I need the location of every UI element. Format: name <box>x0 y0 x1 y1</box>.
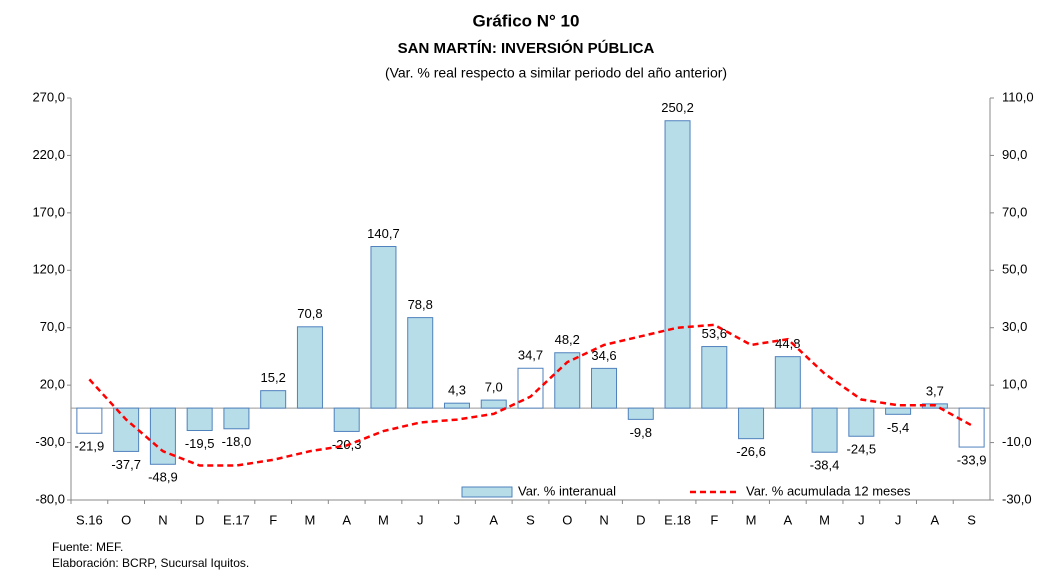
value-label: 4,3 <box>448 383 466 398</box>
bar <box>811 407 838 453</box>
y-tick-label: 270,0 <box>32 89 65 104</box>
value-label: 34,6 <box>591 348 616 363</box>
legend-swatch <box>461 486 513 498</box>
bar <box>223 407 250 430</box>
value-label: -19,5 <box>185 436 215 451</box>
x-tick-label: S.16 <box>76 512 103 527</box>
bar <box>627 407 654 420</box>
value-label: -33,9 <box>957 452 987 467</box>
x-tick-label: O <box>121 512 131 527</box>
y-tick-label: 220,0 <box>32 147 65 162</box>
value-label: -26,6 <box>736 444 766 459</box>
x-tick-label: F <box>269 512 277 527</box>
bar <box>443 402 470 409</box>
bar <box>260 390 287 409</box>
x-tick-label: M <box>378 512 389 527</box>
y2-tick-label: 110,0 <box>1002 89 1034 104</box>
line <box>88 323 973 467</box>
legend-label: Var. % acumulada 12 meses <box>746 483 911 498</box>
bar <box>958 407 985 448</box>
y2-tick-label: 50,0 <box>1002 262 1027 277</box>
x-tick-label: E.18 <box>664 512 691 527</box>
value-label: -48,9 <box>148 470 178 485</box>
x-tick-label: S <box>526 512 535 527</box>
x-tick-label: D <box>636 512 645 527</box>
x-tick-label: J <box>858 512 865 527</box>
value-label: -18,0 <box>222 434 252 449</box>
value-label: 44,8 <box>775 336 800 351</box>
bar <box>774 356 801 409</box>
bar <box>591 367 618 409</box>
value-label: 140,7 <box>367 226 400 241</box>
x-tick-label: F <box>710 512 718 527</box>
bar <box>664 120 691 409</box>
bar <box>113 407 140 452</box>
bar <box>885 407 912 415</box>
x-tick-label: A <box>783 512 792 527</box>
value-label: -9,8 <box>630 425 652 440</box>
value-label: -5,4 <box>887 420 909 435</box>
chart-subtitle: SAN MARTÍN: INVERSIÓN PÚBLICA <box>398 39 655 57</box>
y2-tick-label: 30,0 <box>1002 319 1027 334</box>
y2-tick-label: -30,0 <box>1002 491 1032 506</box>
y-tick-label: 70,0 <box>40 319 65 334</box>
bar <box>370 246 397 409</box>
chart-subtitle: (Var. % real respecto a similar periodo … <box>385 65 727 81</box>
y-tick-label: -80,0 <box>35 491 65 506</box>
bar <box>701 346 728 409</box>
x-tick-label: A <box>342 512 351 527</box>
value-label: 250,2 <box>661 100 694 115</box>
bar <box>76 407 103 434</box>
value-label: 78,8 <box>408 297 433 312</box>
bar <box>848 407 875 437</box>
chart-title: Gráfico N° 10 <box>473 11 580 30</box>
value-label: -37,7 <box>111 457 141 472</box>
x-tick-label: A <box>931 512 940 527</box>
value-label: -38,4 <box>810 458 840 473</box>
y-tick-label: 120,0 <box>32 262 65 277</box>
bar <box>296 326 323 409</box>
bar <box>407 317 434 409</box>
value-label: 7,0 <box>485 380 503 395</box>
x-tick-label: A <box>489 512 498 527</box>
x-tick-label: M <box>746 512 757 527</box>
y2-tick-label: -10,0 <box>1002 434 1032 449</box>
legend-label: Var. % interanual <box>518 483 616 498</box>
y-tick-label: 170,0 <box>32 204 65 219</box>
value-label: 34,7 <box>518 348 543 363</box>
value-label: 15,2 <box>261 370 286 385</box>
y2-tick-label: 70,0 <box>1002 204 1027 219</box>
value-label: 3,7 <box>926 383 944 398</box>
x-tick-label: J <box>417 512 424 527</box>
x-tick-label: E.17 <box>223 512 250 527</box>
value-label: 53,6 <box>702 326 727 341</box>
bar <box>480 399 507 409</box>
bar <box>738 407 765 440</box>
x-tick-label: M <box>819 512 830 527</box>
value-label: 48,2 <box>555 332 580 347</box>
bar <box>333 407 360 432</box>
source-note: Fuente: MEF. <box>52 540 123 554</box>
x-tick-label: N <box>599 512 608 527</box>
x-tick-label: J <box>895 512 902 527</box>
credit-note: Elaboración: BCRP, Sucursal Iquitos. <box>52 556 249 570</box>
x-tick-label: J <box>454 512 461 527</box>
value-label: -24,5 <box>847 442 877 457</box>
y2-tick-label: 10,0 <box>1002 377 1027 392</box>
x-tick-label: D <box>195 512 204 527</box>
x-tick-label: O <box>562 512 572 527</box>
x-tick-label: N <box>158 512 167 527</box>
y-tick-label: -30,0 <box>35 434 65 449</box>
y-tick-label: 20,0 <box>40 377 65 392</box>
x-tick-label: M <box>305 512 316 527</box>
value-label: -21,9 <box>75 439 105 454</box>
bar <box>186 407 213 432</box>
x-tick-label: S <box>967 512 976 527</box>
value-label: 70,8 <box>297 306 322 321</box>
y2-tick-label: 90,0 <box>1002 147 1027 162</box>
